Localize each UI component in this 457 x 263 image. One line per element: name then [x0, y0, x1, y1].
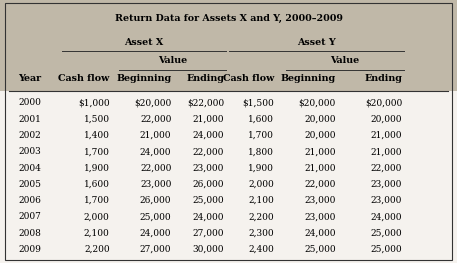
- Text: Beginning: Beginning: [281, 74, 336, 83]
- Text: 2,000: 2,000: [249, 180, 274, 189]
- Text: 21,000: 21,000: [371, 147, 402, 156]
- Text: Beginning: Beginning: [116, 74, 171, 83]
- Text: 21,000: 21,000: [371, 131, 402, 140]
- Text: 21,000: 21,000: [140, 131, 171, 140]
- Text: 22,000: 22,000: [304, 180, 336, 189]
- Text: 2002: 2002: [18, 131, 41, 140]
- Text: 26,000: 26,000: [192, 180, 224, 189]
- Text: 1,600: 1,600: [248, 115, 274, 124]
- Text: Asset Y: Asset Y: [297, 38, 336, 47]
- Text: 30,000: 30,000: [192, 245, 224, 254]
- Text: $20,000: $20,000: [365, 98, 402, 107]
- Text: 25,000: 25,000: [371, 245, 402, 254]
- Text: 2001: 2001: [18, 115, 41, 124]
- Text: 1,900: 1,900: [248, 164, 274, 173]
- Text: Value: Value: [158, 56, 187, 65]
- Text: 22,000: 22,000: [140, 164, 171, 173]
- Text: $1,000: $1,000: [78, 98, 110, 107]
- Text: 1,600: 1,600: [84, 180, 110, 189]
- Text: 24,000: 24,000: [140, 147, 171, 156]
- Text: 2003: 2003: [18, 147, 41, 156]
- Text: 27,000: 27,000: [140, 245, 171, 254]
- Text: 26,000: 26,000: [140, 196, 171, 205]
- Text: $1,500: $1,500: [243, 98, 274, 107]
- Text: $20,000: $20,000: [134, 98, 171, 107]
- Text: 1,700: 1,700: [248, 131, 274, 140]
- Text: Value: Value: [330, 56, 360, 65]
- Text: 21,000: 21,000: [304, 147, 336, 156]
- Text: 24,000: 24,000: [192, 213, 224, 221]
- Text: 27,000: 27,000: [192, 229, 224, 238]
- Text: Cash flow: Cash flow: [223, 74, 274, 83]
- Text: 1,700: 1,700: [84, 147, 110, 156]
- Text: 23,000: 23,000: [304, 213, 336, 221]
- Text: 2,200: 2,200: [249, 213, 274, 221]
- Text: 22,000: 22,000: [140, 115, 171, 124]
- Text: Asset X: Asset X: [124, 38, 164, 47]
- Text: Return Data for Assets X and Y, 2000–2009: Return Data for Assets X and Y, 2000–200…: [115, 14, 342, 23]
- Text: 23,000: 23,000: [192, 164, 224, 173]
- Text: 2,200: 2,200: [84, 245, 110, 254]
- Text: 2,000: 2,000: [84, 213, 110, 221]
- Text: 2,100: 2,100: [249, 196, 274, 205]
- Text: 1,800: 1,800: [248, 147, 274, 156]
- Text: Ending: Ending: [364, 74, 402, 83]
- Text: 1,700: 1,700: [84, 196, 110, 205]
- Text: 24,000: 24,000: [140, 229, 171, 238]
- Text: 21,000: 21,000: [192, 115, 224, 124]
- Text: 2,400: 2,400: [249, 245, 274, 254]
- Text: 1,400: 1,400: [84, 131, 110, 140]
- Bar: [0, 91, 457, 263]
- Text: 2,300: 2,300: [249, 229, 274, 238]
- Text: 25,000: 25,000: [140, 213, 171, 221]
- Text: 23,000: 23,000: [371, 196, 402, 205]
- Text: Ending: Ending: [186, 74, 224, 83]
- Text: 23,000: 23,000: [371, 180, 402, 189]
- Text: 23,000: 23,000: [140, 180, 171, 189]
- Text: 20,000: 20,000: [371, 115, 402, 124]
- Text: 24,000: 24,000: [192, 131, 224, 140]
- Text: 2000: 2000: [18, 98, 41, 107]
- Text: 1,900: 1,900: [84, 164, 110, 173]
- Text: 2009: 2009: [18, 245, 41, 254]
- Text: 1,500: 1,500: [84, 115, 110, 124]
- Text: 20,000: 20,000: [304, 131, 336, 140]
- Text: 25,000: 25,000: [304, 245, 336, 254]
- Text: 2005: 2005: [18, 180, 41, 189]
- Text: 21,000: 21,000: [304, 164, 336, 173]
- Text: 25,000: 25,000: [192, 196, 224, 205]
- Text: Cash flow: Cash flow: [58, 74, 110, 83]
- Text: 2004: 2004: [18, 164, 41, 173]
- Text: $20,000: $20,000: [298, 98, 336, 107]
- Text: 23,000: 23,000: [304, 196, 336, 205]
- Text: 20,000: 20,000: [304, 115, 336, 124]
- Text: 24,000: 24,000: [304, 229, 336, 238]
- Text: 2,100: 2,100: [84, 229, 110, 238]
- Text: $22,000: $22,000: [187, 98, 224, 107]
- Text: 22,000: 22,000: [192, 147, 224, 156]
- Text: Year: Year: [18, 74, 42, 83]
- Text: 2007: 2007: [18, 213, 41, 221]
- Text: 22,000: 22,000: [371, 164, 402, 173]
- Text: 2006: 2006: [18, 196, 41, 205]
- Text: 25,000: 25,000: [371, 229, 402, 238]
- Text: 24,000: 24,000: [371, 213, 402, 221]
- Text: 2008: 2008: [18, 229, 41, 238]
